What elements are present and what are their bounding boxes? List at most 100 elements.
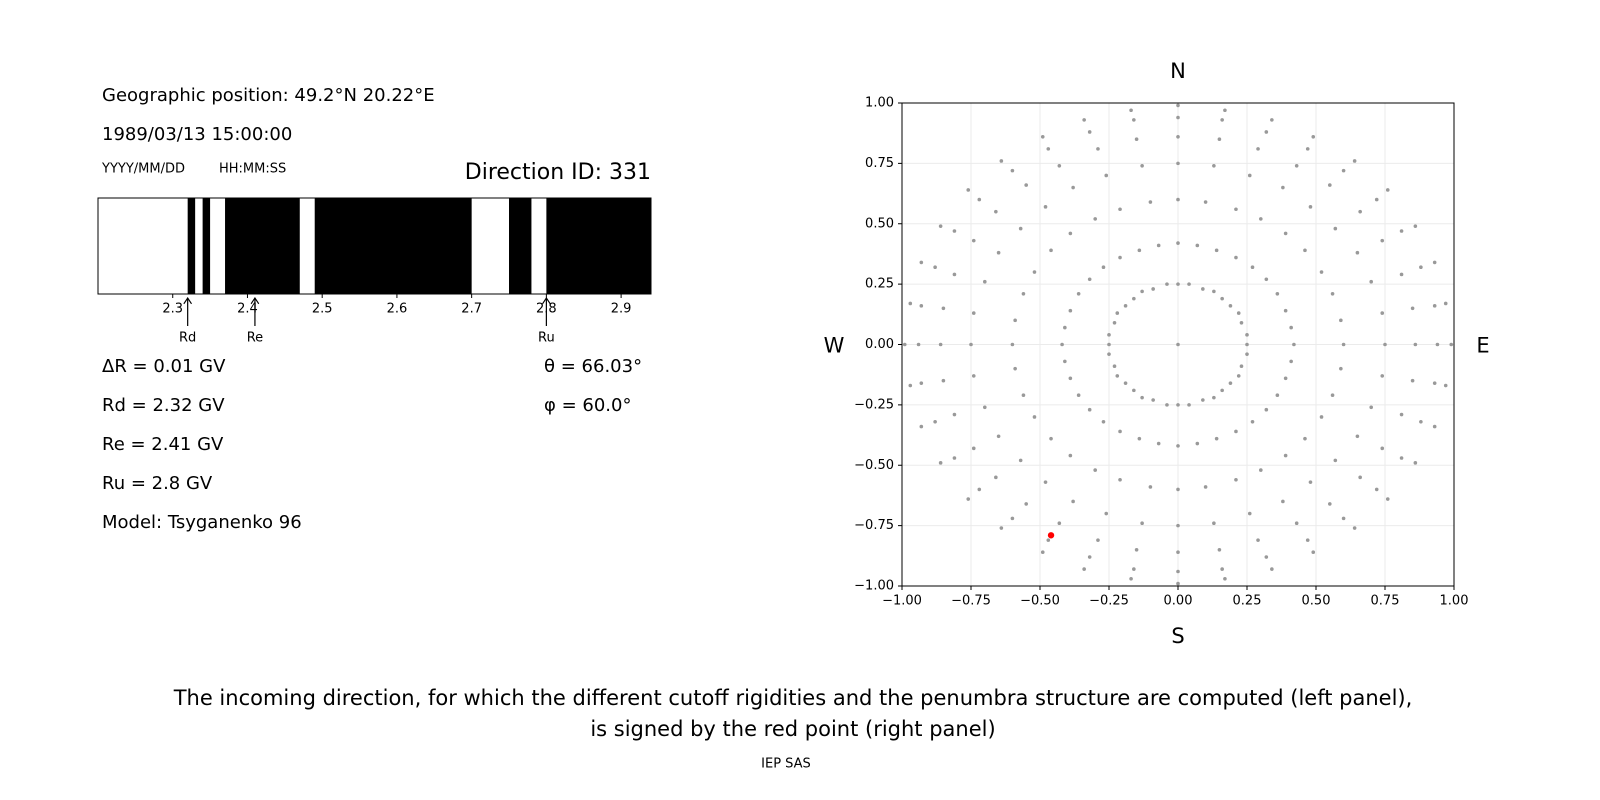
direction-point [1289, 325, 1293, 330]
direction-point [1239, 364, 1244, 369]
direction-point [1449, 342, 1454, 347]
direction-point [1010, 342, 1015, 347]
direction-point [1040, 135, 1045, 139]
direction-point [1419, 265, 1423, 270]
direction-point [1369, 279, 1373, 284]
forbidden-band [314, 198, 472, 294]
direction-point [1214, 436, 1219, 441]
direction-point [938, 224, 943, 228]
direction-point [1176, 403, 1180, 407]
direction-point [1063, 359, 1067, 364]
direction-point [1076, 291, 1081, 296]
direction-point [1132, 388, 1136, 393]
direction-point [1046, 538, 1051, 542]
direction-point [1319, 270, 1324, 274]
direction-point [1283, 231, 1288, 236]
direction-point [1132, 118, 1136, 122]
y-tick-label: 0.00 [865, 337, 894, 352]
penumbra-border [97, 197, 652, 295]
direction-point [1256, 538, 1260, 542]
direction-point [1220, 118, 1224, 122]
direction-point [1148, 200, 1153, 204]
direction-point [1341, 168, 1346, 173]
direction-point [983, 405, 987, 410]
direction-point [952, 412, 957, 417]
direction-point [952, 272, 957, 277]
direction-point [1308, 480, 1313, 484]
direction-point [1201, 287, 1205, 291]
direction-point [1101, 265, 1106, 270]
x-tick-label: 0.25 [1233, 594, 1262, 609]
direction-point [1013, 366, 1017, 371]
direction-point [1068, 376, 1073, 381]
direction-point [1087, 277, 1092, 282]
direction-point [1137, 248, 1142, 253]
direction-point [966, 497, 971, 501]
direction-point [1176, 197, 1180, 202]
direction-point [1010, 168, 1015, 173]
direction-point [1333, 458, 1338, 463]
direction-point [1399, 412, 1404, 417]
direction-point [1046, 147, 1051, 151]
direction-point [1087, 130, 1092, 134]
direction-point [1308, 205, 1313, 209]
direction-point [1060, 342, 1064, 347]
direction-point [1214, 248, 1219, 253]
parameter: ΔR = 0.01 GV [102, 356, 226, 377]
plot-border [901, 102, 1455, 587]
direction-point [1369, 405, 1373, 410]
direction-point [1093, 468, 1097, 472]
parameter: Re = 2.41 GV [102, 434, 224, 455]
direction-point [1374, 197, 1379, 202]
direction-point [1071, 499, 1075, 504]
direction-point [1104, 511, 1109, 516]
direction-point [1259, 217, 1263, 221]
direction-point [996, 434, 1001, 439]
compass-label: N [1170, 59, 1186, 83]
direction-point [1352, 159, 1357, 163]
y-tick-label: −1.00 [854, 579, 894, 594]
direction-point [1176, 282, 1180, 286]
direction-point [1435, 342, 1440, 347]
direction-point [1330, 393, 1335, 398]
parameter: Ru = 2.8 GV [102, 473, 213, 494]
direction-point [919, 304, 924, 308]
direction-point [1383, 342, 1387, 347]
x-tick-label: 0.00 [1164, 594, 1193, 609]
x-tick-label: −1.00 [882, 594, 922, 609]
x-tick-label: 2.5 [312, 302, 333, 317]
direction-point [1043, 480, 1048, 484]
direction-point [1057, 163, 1062, 168]
direction-point [1303, 436, 1307, 441]
x-tick-label: 0.50 [1302, 594, 1331, 609]
direction-point [1264, 407, 1269, 412]
y-tick-label: 1.00 [865, 96, 894, 111]
direction-point [938, 342, 943, 347]
direction-point [1087, 407, 1092, 412]
direction-point [1076, 393, 1081, 398]
direction-point [1223, 576, 1227, 581]
x-tick-label: −0.50 [1020, 594, 1060, 609]
direction-point [1275, 393, 1280, 398]
direction-point [1339, 318, 1343, 323]
direction-point [1234, 255, 1238, 260]
direction-point [1018, 226, 1023, 231]
y-tick-label: 0.50 [865, 216, 894, 231]
direction-point [1289, 359, 1293, 364]
y-tick-label: 0.25 [865, 277, 894, 292]
direction-point [938, 461, 943, 465]
direction-point [1195, 441, 1200, 446]
x-tick-label: 2.7 [461, 302, 482, 317]
direction-point [1176, 103, 1180, 108]
caption: The incoming direction, for which the di… [173, 686, 1413, 710]
direction-point [1380, 311, 1385, 315]
direction-point [1140, 395, 1144, 400]
direction-point [1212, 521, 1216, 526]
forbidden-band [546, 198, 651, 294]
x-tick-label: 2.3 [162, 302, 183, 317]
direction-point [1223, 108, 1227, 113]
x-tick-label: 0.75 [1371, 594, 1400, 609]
direction-point [1118, 255, 1122, 260]
direction-point [1165, 403, 1169, 407]
